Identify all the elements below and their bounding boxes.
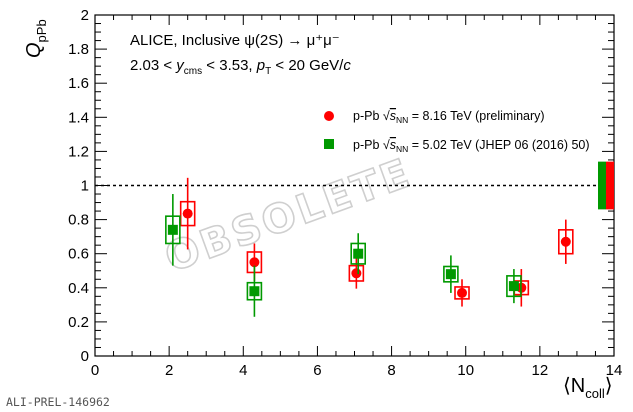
legend-red-s: s [390, 109, 396, 123]
y-tick-label: 0.2 [68, 314, 89, 331]
x-tick-label: 2 [165, 362, 173, 379]
x-tick-label: 8 [387, 362, 395, 379]
y-tick-label: 1.4 [68, 109, 89, 126]
data-point [560, 236, 571, 247]
axis-ticks [94, 14, 615, 357]
x-tick-label: 4 [239, 362, 247, 379]
global-uncertainty-box-green [598, 161, 606, 210]
series-green [165, 194, 522, 317]
annotation-kinematics: 2.03 < ycms < 3.53, pT < 20 GeV/c [130, 57, 351, 77]
legend-green-sqrt: √ [383, 138, 390, 152]
y-tick-label: 0 [81, 348, 89, 365]
kin-post: < 20 GeV/ [271, 57, 344, 74]
legend-red-pre: p-Pb [353, 109, 383, 123]
data-point [445, 269, 456, 280]
legend-marker-green [324, 139, 334, 149]
x-axis-title-close: ⟩ [605, 375, 613, 397]
y-tick-label: 1.2 [68, 143, 89, 160]
x-tick-label: 10 [457, 362, 474, 379]
kin-var1-sub: cms [184, 66, 202, 77]
x-axis-title-open: ⟨N [563, 375, 585, 397]
watermark-text: OBSOLETE [159, 150, 418, 282]
legend-green-sub: NN [396, 144, 408, 154]
y-tick-label: 1.8 [68, 41, 89, 58]
y-tick-label: 1.6 [68, 75, 89, 92]
legend-marker-red [324, 111, 334, 121]
x-tick-label: 14 [606, 362, 623, 379]
data-series [165, 177, 574, 317]
y-axis-title-sub: pPb [34, 19, 49, 42]
preliminary-figure-label: ALI-PREL-146962 [6, 395, 110, 409]
kin-mid: < 3.53, [202, 57, 257, 74]
kin-var2: p [256, 57, 265, 74]
data-point [457, 287, 468, 298]
kin-pre: 2.03 < [130, 57, 176, 74]
legend-green-s: s [390, 138, 396, 152]
y-axis-title: QpPb [23, 19, 49, 58]
data-point [249, 257, 260, 268]
watermark: OBSOLETE [158, 149, 418, 282]
legend-green-post: = 5.02 TeV (JHEP 06 (2016) 50) [408, 138, 589, 152]
kin-var2-sub: T [265, 66, 271, 77]
x-axis-title-sub: coll [585, 386, 605, 401]
data-point [249, 286, 260, 297]
global-uncertainty-boxes [598, 161, 614, 210]
legend-entry-red: p-Pb √sNN = 8.16 TeV (preliminary) [353, 109, 545, 125]
legend-red-post: = 8.16 TeV (preliminary) [408, 109, 544, 123]
y-tick-label: 0.8 [68, 212, 89, 229]
x-tick-label: 6 [313, 362, 321, 379]
y-tick-label: 1 [81, 178, 89, 195]
y-axis-title-main: Q [23, 42, 45, 58]
y-tick-label: 0.4 [68, 280, 89, 297]
data-point [508, 281, 519, 292]
legend-red-sqrt: √ [383, 109, 390, 123]
legend-entry-green: p-Pb √sNN = 5.02 TeV (JHEP 06 (2016) 50) [353, 138, 590, 154]
global-uncertainty-box-red [606, 161, 614, 210]
x-tick-label: 0 [91, 362, 99, 379]
axis-tick-labels: 0 2 4 6 8 10 12 14 0 0.2 0.4 0.6 0.8 1 1.2 1.4 1.6 1.8 2 [68, 7, 622, 379]
legend-green-pre: p-Pb [353, 138, 383, 152]
annotation-title: ALICE, Inclusive ψ(2S) → μ⁺μ⁻ [130, 32, 340, 49]
y-tick-label: 0.6 [68, 246, 89, 263]
data-point [167, 224, 178, 235]
x-tick-label: 12 [532, 362, 549, 379]
x-axis-title: ⟨Ncoll⟩ [563, 375, 613, 401]
legend: p-Pb √sNN = 8.16 TeV (preliminary) p-Pb … [324, 109, 590, 154]
legend-red-sub: NN [396, 115, 408, 125]
data-point [182, 208, 193, 219]
y-tick-label: 2 [81, 7, 89, 24]
kin-var1: y [175, 57, 185, 74]
data-point [351, 268, 362, 279]
data-point [353, 248, 364, 259]
kin-var3: c [343, 57, 351, 74]
